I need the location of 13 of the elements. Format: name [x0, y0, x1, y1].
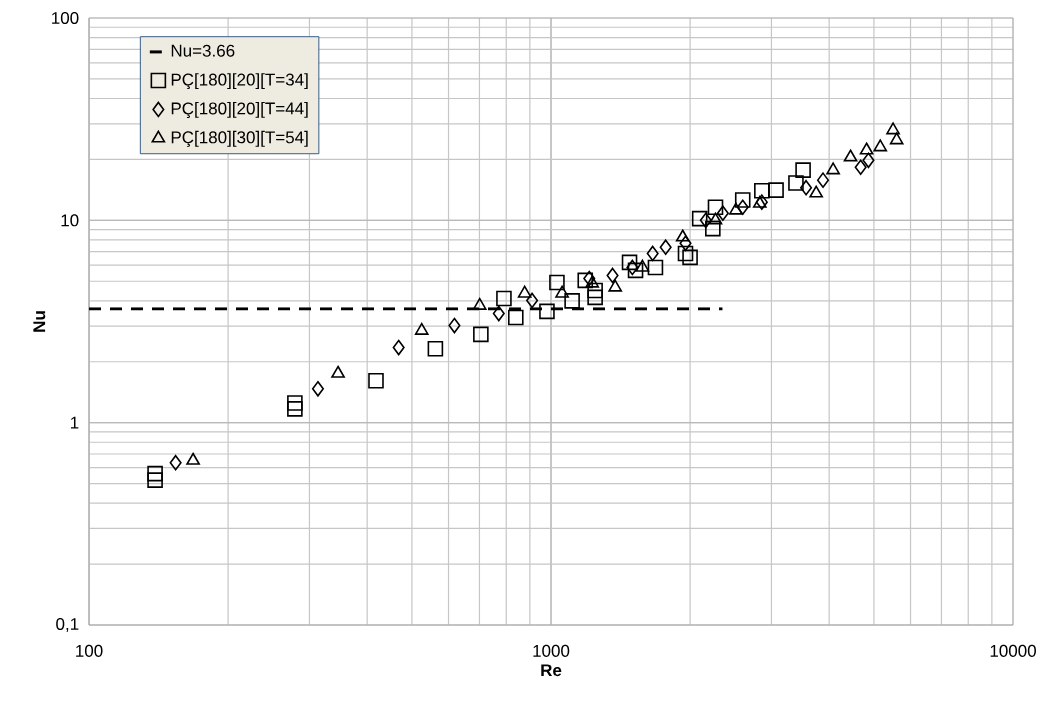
x-tick-label: 100 — [76, 644, 103, 657]
x-tick-label: 1000 — [533, 644, 570, 657]
y-tick-label: 1 — [71, 416, 79, 429]
y-tick-label: 0,1 — [56, 617, 79, 633]
legend-label: PÇ[180][20][T=34] — [171, 73, 308, 90]
legend-label: PÇ[180][20][T=44] — [171, 102, 308, 118]
y-tick-label: 100 — [52, 11, 79, 25]
y-axis-title: Nu — [33, 311, 46, 332]
x-tick-label: 10000 — [990, 644, 1036, 657]
legend-label: Nu=3.66 — [171, 44, 235, 57]
legend-label: PÇ[180][30][T=54] — [171, 130, 308, 147]
y-tick-label: 10 — [61, 214, 79, 227]
x-axis-title: Re — [541, 664, 562, 677]
